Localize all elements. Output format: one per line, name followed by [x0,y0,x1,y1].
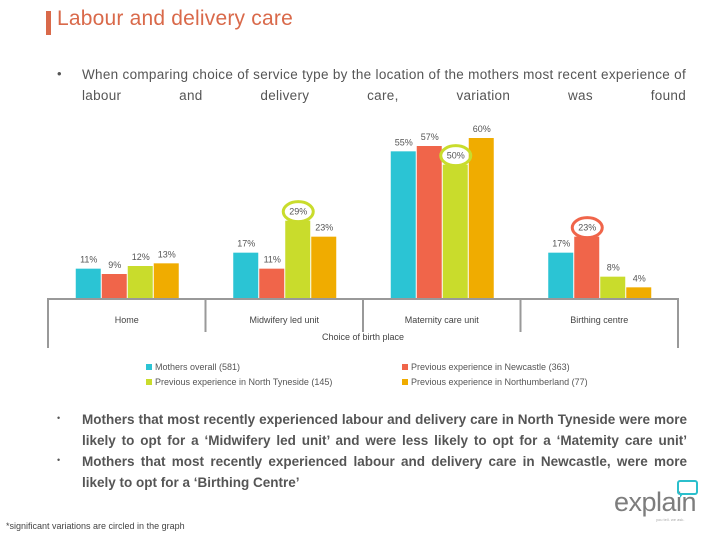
legend-swatch [402,379,408,385]
legend-label: Mothers overall (581) [155,362,241,372]
finding-text-2: Mothers that most recently experienced l… [82,454,687,490]
legend-item-1: Previous experience in Newcastle (363) [402,362,570,372]
intro-bullet: • [57,66,62,81]
category-label: Maternity care unit [405,315,480,325]
bar-1-3 [311,236,337,298]
explain-logo: explain you tell. we ask. [614,480,704,530]
value-label: 8% [607,263,620,273]
bar-3-3 [626,287,652,298]
bar-1-0 [233,252,259,298]
bar-2-0 [390,151,416,298]
value-label: 23% [578,223,596,233]
category-label: Home [115,315,139,325]
bar-3-1 [574,236,600,298]
legend-label: Previous experience in Newcastle (363) [411,362,570,372]
category-label: Midwifery led unit [249,315,319,325]
legend-item-0: Mothers overall (581) [146,362,240,372]
legend-label: Previous experience in North Tyneside (1… [155,377,333,387]
bar-1-1 [259,268,285,298]
value-label: 12% [132,252,150,262]
value-label: 57% [421,132,439,142]
logo-tagline: you tell. we ask. [656,517,685,522]
slide-title: Labour and delivery care [57,7,293,30]
speech-bubble-tail-icon [680,494,683,498]
value-label: 23% [315,223,333,233]
value-label: 60% [473,124,491,134]
value-label: 4% [633,273,646,283]
bar-1-2 [285,220,311,298]
finding-bullet-1: • [57,413,61,423]
significance-circle [281,200,315,224]
bar-2-1 [416,146,442,298]
value-label: 29% [289,207,307,217]
bars-layer [75,138,652,298]
x-axis-title: Choice of birth place [322,332,404,342]
bar-2-2 [442,164,468,298]
legend-swatch [146,364,152,370]
bar-0-3 [153,263,179,298]
value-label: 55% [395,137,413,147]
finding-bullet-2: • [57,455,61,465]
value-label: 50% [447,151,465,161]
legend-swatch [146,379,152,385]
footnote: *significant variations are circled in t… [6,521,185,531]
value-label: 11% [80,255,97,265]
bar-0-0 [75,268,101,298]
value-labels-layer: 11% 9% 12% 13% 17% 11% 29% 23% 55% 57% 50% 60% 17% 23… [80,124,646,283]
finding-text-1: Mothers that most recently experienced l… [82,412,687,448]
value-label: 11% [264,255,281,265]
category-label: Birthing centre [570,315,628,325]
x-axis: Home Midwifery led unit Maternity care uni… [47,298,679,348]
bar-3-0 [548,252,574,298]
legend-item-2: Previous experience in North Tyneside (1… [146,377,332,387]
value-label: 17% [552,239,570,249]
bar-2-3 [468,138,494,298]
significance-circle [570,216,604,240]
intro-text: When comparing choice of service type by… [82,67,686,103]
logo-wordmark: explain [614,487,697,517]
bar-3-2 [600,276,626,298]
legend-label: Previous experience in Northumberland (7… [411,377,588,387]
legend-swatch [402,364,408,370]
value-label: 9% [108,260,121,270]
significance-circle [439,144,473,168]
bar-chart: 11% 9% 12% 13% 17% 11% 29% 23% 55% 57% 50% 60% 17% 23… [47,124,679,348]
significance-circles-layer [281,144,604,240]
legend-item-3: Previous experience in Northumberland (7… [402,377,588,387]
value-label: 13% [158,249,176,259]
title-accent-bar [46,11,51,35]
value-label: 17% [237,239,255,249]
bar-0-1 [101,274,127,298]
bar-0-2 [127,266,153,298]
speech-bubble-icon [677,480,698,495]
